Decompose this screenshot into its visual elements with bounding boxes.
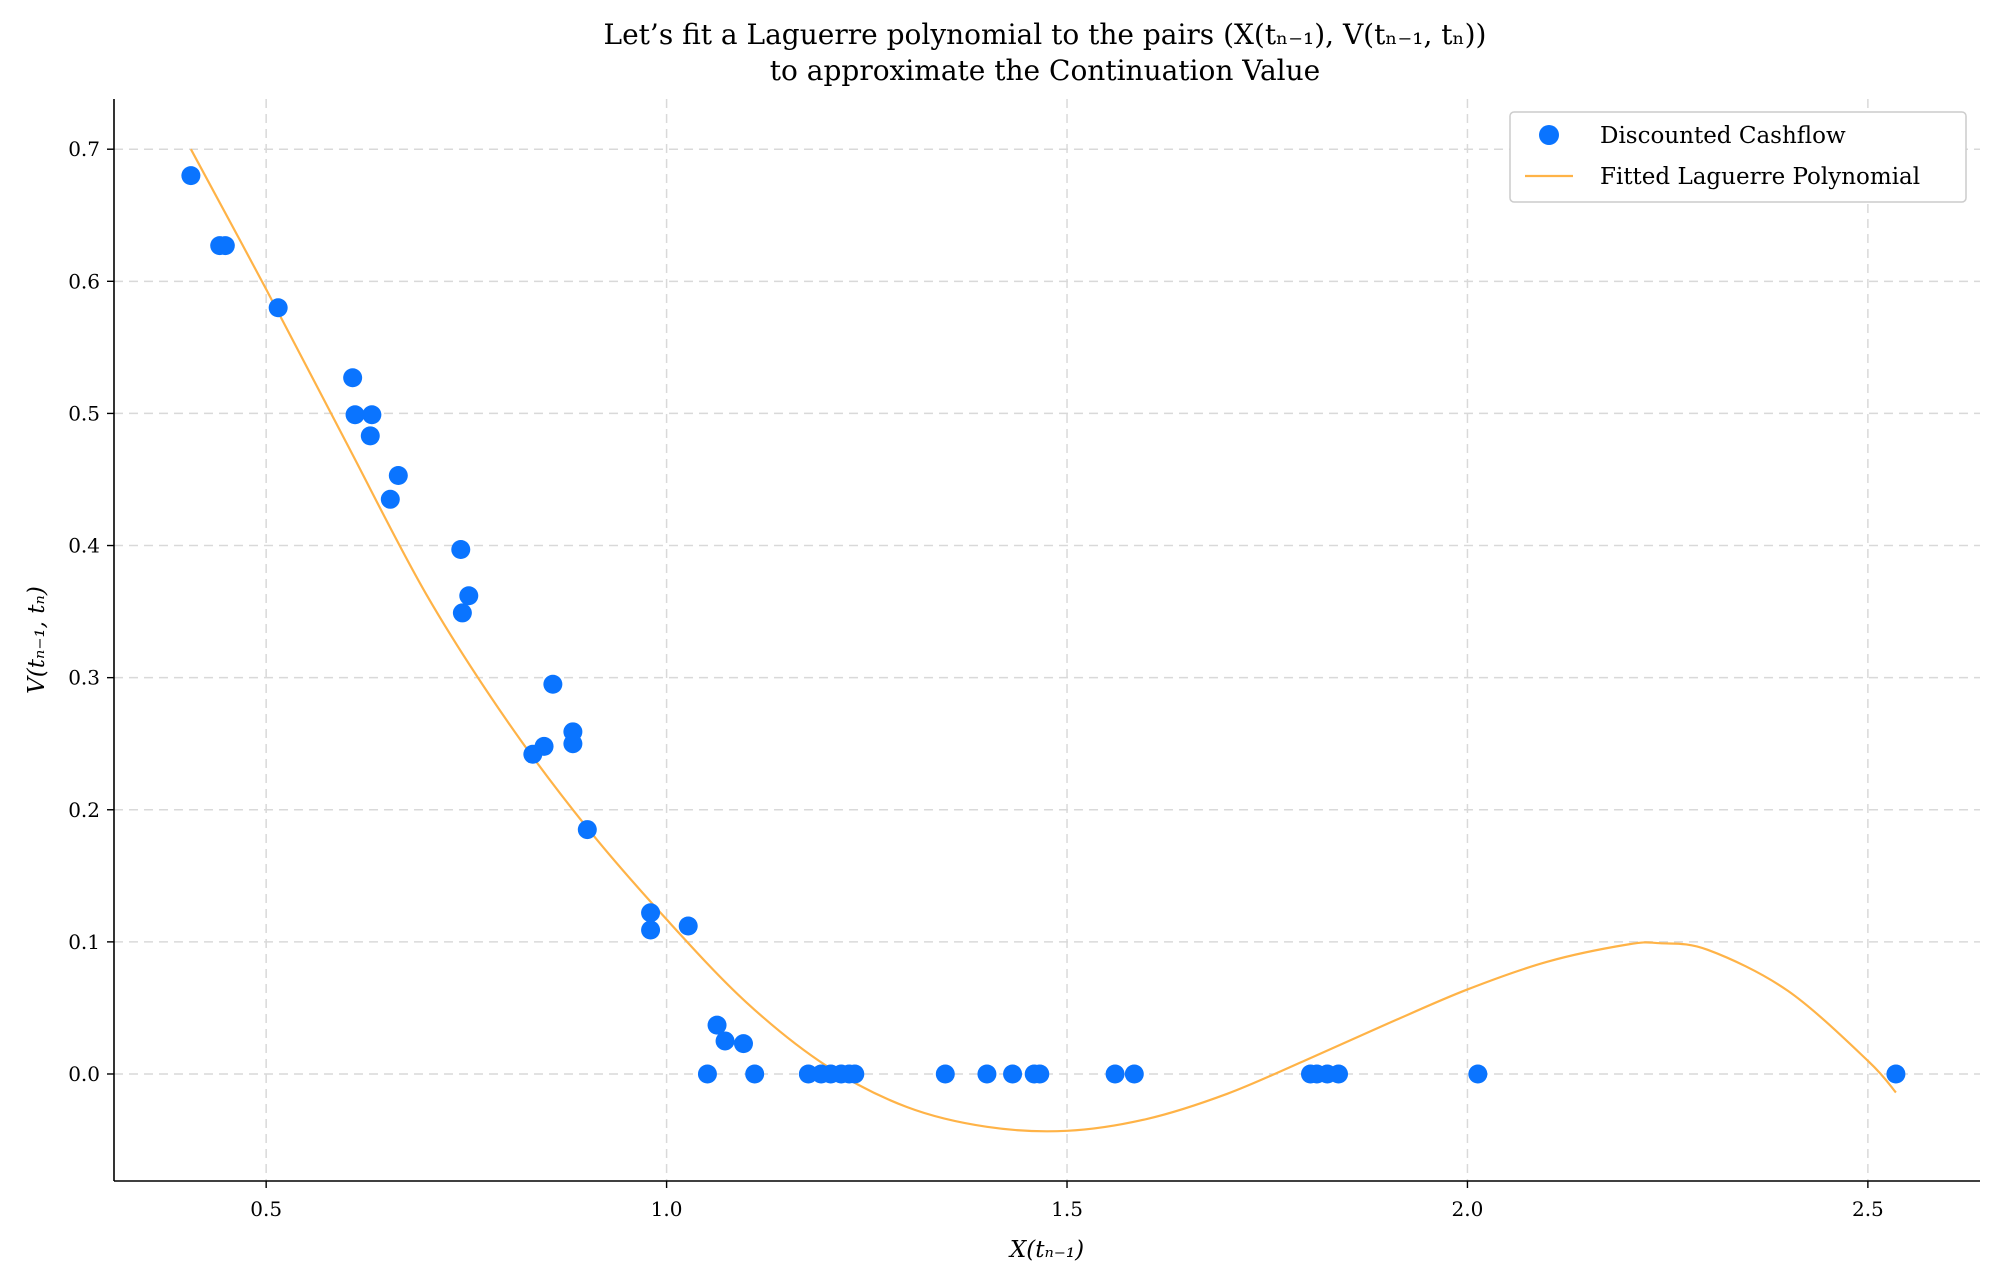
- y-tick-label: 0.6: [68, 269, 100, 293]
- x-tick-label: 2.0: [1452, 1197, 1484, 1221]
- scatter-point: [678, 916, 698, 936]
- ticks: 0.5 1.0 1.5 2.0 2.5 0.0 0.1 0.2 0.3 0.4 0.5 0.6 0.7: [68, 137, 1884, 1221]
- x-tick-label: 1.0: [651, 1197, 683, 1221]
- fitted-line-series: [189, 148, 1897, 1133]
- legend-label-scatter: Discounted Cashflow: [1600, 123, 1846, 149]
- scatter-point: [707, 1015, 727, 1035]
- scatter-point: [459, 586, 479, 606]
- y-tick-label: 0.7: [68, 137, 100, 161]
- y-tick-label: 0.2: [68, 798, 100, 822]
- scatter-point: [697, 1064, 717, 1084]
- scatter-point: [1105, 1064, 1125, 1084]
- scatter-point: [1886, 1064, 1906, 1084]
- y-tick-label: 0.4: [68, 534, 100, 558]
- legend-marker-scatter: [1539, 125, 1559, 145]
- scatter-point: [1030, 1064, 1050, 1084]
- y-axis-label: V(tₙ₋₁, tₙ): [24, 586, 50, 694]
- scatter-point: [977, 1064, 997, 1084]
- scatter-point: [1003, 1064, 1023, 1084]
- fitted-laguerre-line: [189, 148, 1897, 1133]
- scatter-point: [1124, 1064, 1144, 1084]
- scatter-point: [451, 540, 471, 560]
- grid-lines: [114, 99, 1980, 1181]
- scatter-point: [543, 674, 563, 694]
- scatter-point: [268, 298, 288, 318]
- legend-box: [1509, 111, 1967, 203]
- scatter-point: [745, 1064, 765, 1084]
- axes: [113, 99, 1980, 1182]
- scatter-point: [563, 734, 583, 754]
- scatter-point: [641, 920, 661, 940]
- x-axis-label: X(tₙ₋₁): [1008, 1237, 1084, 1263]
- x-tick-label: 2.5: [1852, 1197, 1884, 1221]
- scatter-point: [388, 466, 408, 486]
- scatter-point: [935, 1064, 955, 1084]
- scatter-point: [715, 1031, 735, 1051]
- y-tick-label: 0.0: [68, 1062, 100, 1086]
- legend-label-line: Fitted Laguerre Polynomial: [1600, 164, 1920, 190]
- chart-title-line2: to approximate the Continuation Value: [770, 54, 1320, 87]
- scatter-point: [343, 368, 363, 388]
- scatter-point: [452, 603, 472, 623]
- scatter-point: [733, 1034, 753, 1054]
- scatter-point: [380, 489, 400, 509]
- y-tick-label: 0.3: [68, 666, 100, 690]
- scatter-point: [1329, 1064, 1349, 1084]
- scatter-point: [215, 236, 235, 256]
- scatter-point: [345, 405, 365, 425]
- scatter-point: [845, 1064, 865, 1084]
- scatter-point: [360, 426, 380, 446]
- scatter-point: [181, 166, 201, 186]
- scatter-point: [534, 736, 554, 756]
- y-tick-label: 0.5: [68, 401, 100, 425]
- y-tick-label: 0.1: [68, 930, 100, 954]
- scatter-point: [362, 405, 382, 425]
- x-tick-label: 0.5: [250, 1197, 282, 1221]
- scatter-series: [181, 166, 1906, 1084]
- legend: Discounted Cashflow Fitted Laguerre Poly…: [1509, 111, 1967, 203]
- scatter-point: [641, 903, 661, 923]
- scatter-point: [577, 820, 597, 840]
- scatter-point: [1468, 1064, 1488, 1084]
- x-tick-label: 1.5: [1051, 1197, 1083, 1221]
- chart-title-line1: Let’s fit a Laguerre polynomial to the p…: [604, 18, 1487, 51]
